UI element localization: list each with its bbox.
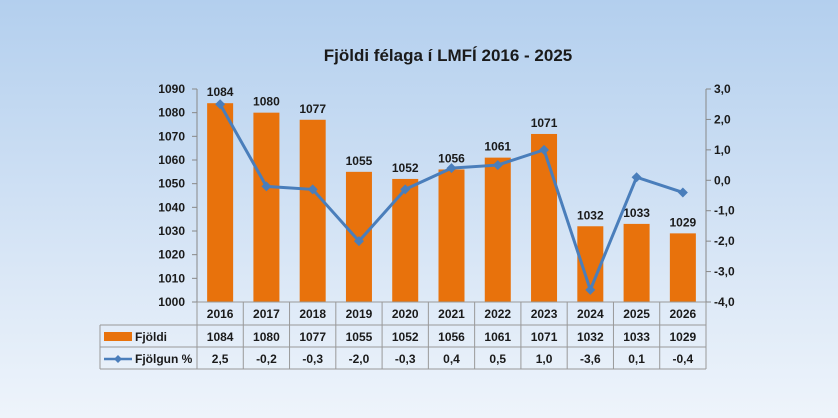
line-marker (400, 184, 411, 195)
table-cell: 1061 (484, 330, 511, 344)
table-cell: 1056 (438, 330, 465, 344)
left-tick-label: 1070 (158, 129, 185, 143)
bar-data-label: 1084 (207, 85, 234, 99)
bar (438, 169, 465, 302)
line-marker (539, 144, 550, 155)
table-cell: 1080 (253, 330, 280, 344)
table-cell: 1084 (207, 330, 234, 344)
legend-label: Fjöldi (135, 330, 167, 344)
bar (531, 133, 558, 302)
legend-bar-swatch (104, 332, 132, 341)
left-tick-label: 1000 (158, 295, 185, 309)
bar-data-label: 1080 (253, 95, 280, 109)
category-label: 2019 (346, 307, 373, 321)
left-tick-label: 1040 (158, 200, 185, 214)
line-marker (631, 172, 642, 183)
chart-title: Fjöldi félaga í LMFÍ 2016 - 2025 (324, 46, 572, 65)
category-label: 2016 (207, 307, 234, 321)
category-label: 2017 (253, 307, 280, 321)
left-tick-label: 1060 (158, 153, 185, 167)
category-label: 2026 (670, 307, 697, 321)
line-marker (585, 284, 596, 295)
right-tick-label: 1,0 (714, 143, 731, 157)
bar (253, 112, 280, 303)
line-marker (677, 187, 688, 198)
left-tick-label: 1050 (158, 177, 185, 191)
bar-data-label: 1033 (623, 206, 650, 220)
line-marker (492, 160, 503, 171)
bar-data-label: 1061 (484, 140, 511, 154)
line-marker (261, 181, 272, 192)
line-marker (353, 236, 364, 247)
category-label: 2022 (484, 307, 511, 321)
right-tick-label: -1,0 (714, 204, 735, 218)
right-tick-label: 0,0 (714, 173, 731, 187)
right-tick-label: -3,0 (714, 265, 735, 279)
left-tick-label: 1010 (158, 271, 185, 285)
table-cell: 0,1 (628, 352, 645, 366)
table-cell: 1052 (392, 330, 419, 344)
category-label: 2021 (438, 307, 465, 321)
left-tick-label: 1030 (158, 224, 185, 238)
line-marker (307, 184, 318, 195)
category-label: 2024 (577, 307, 604, 321)
table-cell: 1055 (346, 330, 373, 344)
category-label: 2018 (299, 307, 326, 321)
table-cell: 2,5 (212, 352, 229, 366)
table-cell: 1077 (299, 330, 326, 344)
bar (299, 119, 326, 303)
right-tick-label: 2,0 (714, 112, 731, 126)
bar-data-label: 1077 (299, 102, 326, 116)
table-cell: 1033 (623, 330, 650, 344)
right-tick-label: 3,0 (714, 82, 731, 96)
bar-data-label: 1071 (531, 116, 558, 130)
bar (623, 223, 650, 302)
bar (484, 157, 511, 302)
right-tick-label: -2,0 (714, 234, 735, 248)
bar-data-label: 1055 (346, 154, 373, 168)
legend-line-marker (114, 355, 122, 363)
bar-data-label: 1029 (670, 215, 697, 229)
table-cell: -3,6 (580, 352, 601, 366)
legend-label: Fjölgun % (135, 352, 193, 366)
table-cell: -0,4 (673, 352, 694, 366)
bar (669, 233, 696, 302)
bar-data-label: 1052 (392, 161, 419, 175)
left-tick-label: 1090 (158, 82, 185, 96)
table-cell: 1029 (670, 330, 697, 344)
table-cell: 1032 (577, 330, 604, 344)
right-tick-label: -4,0 (714, 295, 735, 309)
category-label: 2023 (531, 307, 558, 321)
bar-data-label: 1056 (438, 151, 465, 165)
category-label: 2020 (392, 307, 419, 321)
table-cell: -0,3 (302, 352, 323, 366)
bar-data-label: 1032 (577, 208, 604, 222)
bar (207, 103, 234, 302)
table-cell: 1,0 (536, 352, 553, 366)
table-cell: -0,2 (256, 352, 277, 366)
left-tick-label: 1080 (158, 106, 185, 120)
left-tick-label: 1020 (158, 248, 185, 262)
table-cell: 0,4 (443, 352, 460, 366)
table-cell: -2,0 (349, 352, 370, 366)
line-marker (215, 99, 226, 110)
line-marker (446, 163, 457, 174)
table-cell: -0,3 (395, 352, 416, 366)
category-label: 2025 (623, 307, 650, 321)
table-cell: 1071 (531, 330, 558, 344)
table-cell: 0,5 (489, 352, 506, 366)
